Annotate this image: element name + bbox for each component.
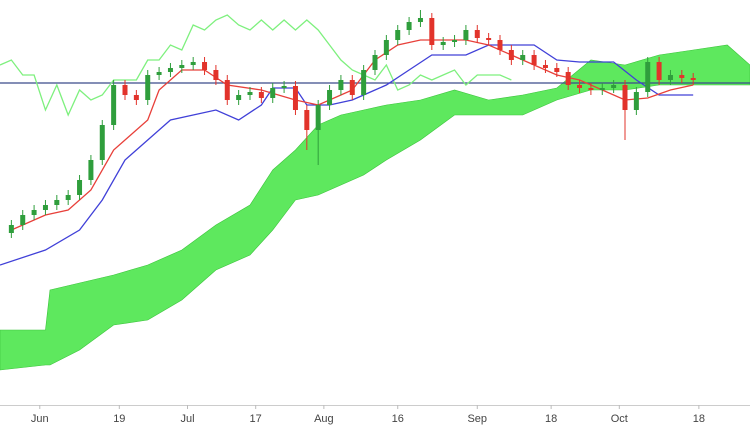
candle-body	[452, 40, 458, 42]
candle-body	[111, 85, 117, 125]
candle-body	[349, 80, 355, 95]
candle-body	[679, 75, 685, 78]
candle-body	[542, 65, 548, 68]
candle-body	[554, 68, 560, 72]
candle-body	[599, 88, 605, 90]
candle-body	[622, 85, 628, 110]
candle-body	[20, 215, 26, 225]
candle-body	[395, 30, 401, 40]
candle-body	[258, 92, 264, 98]
candle-body	[224, 80, 230, 100]
candle-body	[236, 95, 242, 100]
x-tick-label: 19	[113, 413, 125, 425]
candle-body	[281, 86, 287, 88]
candle-body	[531, 55, 537, 65]
candle-body	[440, 42, 446, 45]
candle-body	[122, 85, 128, 95]
x-tick-label: 18	[545, 413, 557, 425]
candle-body	[213, 70, 219, 80]
candle-body	[497, 40, 503, 50]
candle-body	[645, 62, 651, 92]
candle-body	[565, 72, 571, 85]
x-tick-label: 16	[392, 413, 404, 425]
candle-body	[190, 62, 196, 65]
candle-body	[156, 72, 162, 75]
indicator-line	[0, 14, 512, 117]
candle-body	[372, 55, 378, 70]
candle-body	[65, 195, 71, 200]
candle-body	[406, 22, 412, 30]
candle-body	[292, 86, 298, 110]
x-tick-label: 18	[693, 413, 705, 425]
candle-body	[508, 50, 514, 60]
plot-area	[0, 10, 750, 371]
candle-body	[77, 180, 83, 195]
x-tick-label: 17	[250, 413, 262, 425]
candle-body	[361, 70, 367, 95]
candle-body	[54, 200, 60, 205]
candle-body	[327, 90, 333, 105]
candle-body	[690, 78, 696, 80]
candle-body	[667, 75, 673, 80]
candle-body	[133, 95, 139, 100]
candle-body	[99, 125, 105, 160]
x-tick-label: Oct	[611, 413, 628, 425]
x-tick-label: Jun	[31, 413, 49, 425]
candle-body	[167, 68, 173, 72]
candle-body	[417, 18, 423, 22]
candle-body	[42, 205, 48, 210]
candle-body	[486, 38, 492, 40]
x-tick-label: Sep	[467, 413, 487, 425]
candle-body	[474, 30, 480, 38]
candle-body	[270, 88, 276, 98]
candle-body	[611, 85, 617, 88]
candle-body	[247, 92, 253, 95]
candle-body	[338, 80, 344, 90]
candle-body	[429, 18, 435, 45]
candle-body	[656, 62, 662, 80]
candle-body	[463, 30, 469, 40]
candle-body	[8, 225, 14, 233]
candle-body	[145, 75, 151, 100]
candle-body	[315, 105, 321, 130]
candle-body	[520, 55, 526, 60]
candle-body	[577, 85, 583, 88]
x-tick-label: Aug	[314, 413, 334, 425]
x-tick-label: Jul	[180, 413, 194, 425]
candle-body	[31, 210, 37, 215]
indicator-line	[0, 44, 694, 266]
candle-body	[179, 65, 185, 68]
candle-body	[304, 110, 310, 130]
candle-body	[202, 62, 208, 70]
ichimoku-cloud	[0, 44, 750, 371]
candle-body	[633, 92, 639, 110]
candle-body	[88, 160, 94, 180]
candle-body	[588, 88, 594, 90]
candle-body	[383, 40, 389, 55]
